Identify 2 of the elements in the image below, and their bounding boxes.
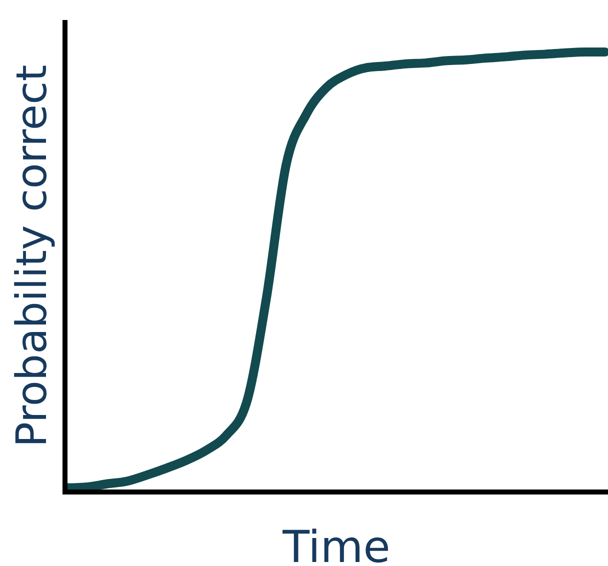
x-axis-title: Time [282, 522, 390, 566]
y-axis-title: Probability correct [7, 64, 56, 448]
